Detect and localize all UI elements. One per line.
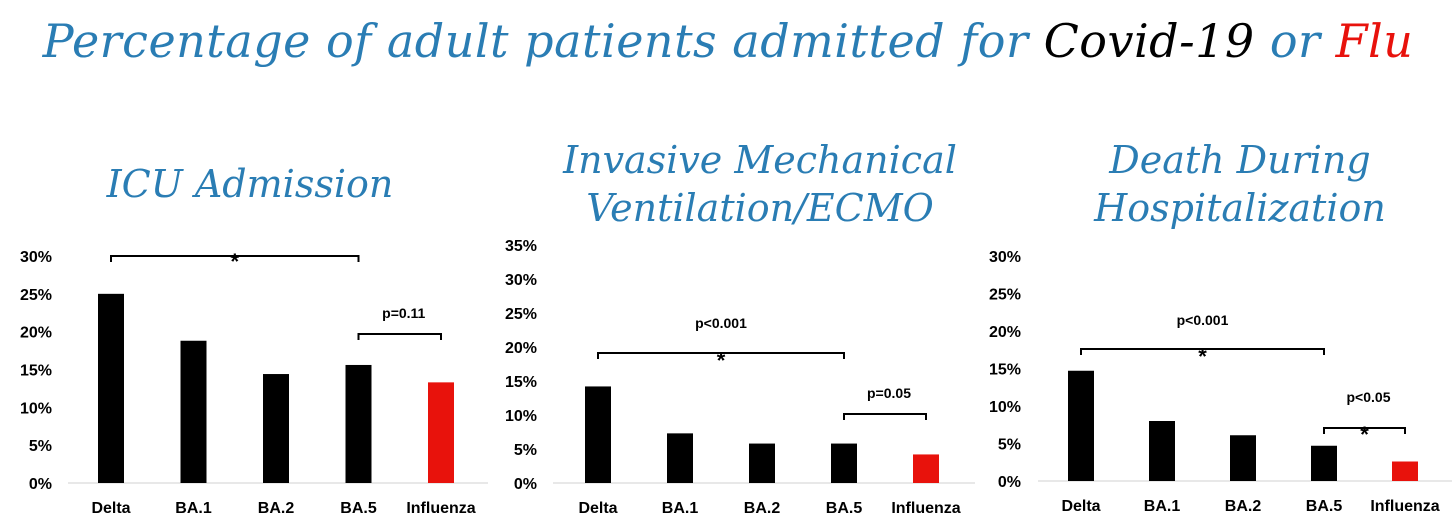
bar	[831, 443, 857, 483]
p-value-label: p<0.001	[1177, 312, 1229, 328]
category-label: BA.1	[175, 500, 212, 517]
significance-bracket	[1323, 427, 1406, 434]
title-prefix: Percentage of adult patients admitted fo…	[42, 14, 1044, 68]
title-middle: or	[1254, 14, 1336, 68]
y-tick-label: 20%	[505, 340, 537, 357]
category-label: BA.1	[1144, 498, 1181, 515]
category-label: BA.2	[258, 500, 295, 517]
p-value-label: p=0.05	[867, 385, 911, 401]
bar	[263, 374, 289, 483]
y-tick-label: 35%	[505, 238, 537, 255]
y-tick-label: 25%	[989, 287, 1021, 304]
significance-star: *	[1198, 344, 1207, 369]
panel-title-death: Death During Hospitalization	[1060, 136, 1420, 232]
category-label: BA.2	[1225, 498, 1262, 515]
significance-star: *	[230, 249, 239, 274]
y-tick-label: 10%	[989, 399, 1021, 416]
bar	[667, 433, 693, 483]
y-tick-label: 15%	[989, 362, 1021, 379]
category-label: Delta	[1061, 498, 1100, 515]
category-label: Delta	[578, 500, 617, 517]
bar	[749, 443, 775, 483]
significance-bracket	[357, 333, 442, 340]
category-label: Influenza	[406, 500, 475, 517]
panel-title-ventilation-line1: Invasive Mechanical	[563, 138, 957, 182]
y-tick-label: 30%	[505, 272, 537, 289]
bar	[1149, 421, 1175, 481]
significance-bracket	[597, 352, 845, 359]
significance-bracket	[1080, 348, 1325, 355]
title-flu: Flu	[1335, 14, 1414, 68]
y-tick-label: 10%	[505, 408, 537, 425]
panel-title-death-line1: Death During	[1109, 138, 1371, 182]
y-tick-label: 5%	[514, 442, 537, 459]
y-tick-label: 25%	[505, 306, 537, 323]
significance-bracket	[843, 413, 927, 420]
y-tick-label: 30%	[989, 249, 1021, 266]
y-tick-label: 0%	[29, 476, 52, 493]
category-label: BA.1	[662, 500, 699, 517]
y-tick-label: 20%	[20, 325, 52, 342]
bar	[1311, 445, 1337, 481]
panel-title-icu: ICU Admission	[106, 162, 394, 206]
bar	[913, 454, 939, 483]
title-covid: Covid-19	[1043, 14, 1255, 68]
bar	[180, 340, 207, 483]
panel-title-ventilation: Invasive Mechanical Ventilation/ECMO	[560, 136, 960, 232]
bar	[98, 293, 124, 483]
bar	[585, 386, 611, 483]
y-tick-label: 0%	[514, 476, 537, 493]
y-tick-label: 15%	[20, 363, 52, 380]
bar	[1392, 461, 1418, 481]
y-tick-label: 25%	[20, 287, 52, 304]
category-label: BA.2	[744, 500, 781, 517]
category-label: Influenza	[1370, 498, 1439, 515]
significance-star: *	[1360, 422, 1369, 447]
significance-bracket	[110, 255, 360, 262]
category-label: BA.5	[826, 500, 863, 517]
bar	[428, 382, 454, 483]
bar	[1230, 435, 1256, 481]
p-value-label: p=0.11	[382, 305, 425, 321]
p-value-label: p<0.001	[695, 315, 747, 331]
significance-star: *	[717, 348, 726, 373]
p-value-label: p<0.05	[1347, 389, 1391, 405]
y-tick-label: 5%	[29, 438, 52, 455]
panel-title-death-line2: Hospitalization	[1094, 186, 1386, 230]
bar	[1068, 370, 1094, 481]
y-tick-label: 15%	[505, 374, 537, 391]
y-tick-label: 5%	[998, 437, 1021, 454]
category-label: BA.5	[340, 500, 377, 517]
y-tick-label: 30%	[20, 249, 52, 266]
category-label: BA.5	[1306, 498, 1343, 515]
category-label: Delta	[91, 500, 130, 517]
bar	[345, 364, 372, 483]
figure-title: Percentage of adult patients admitted fo…	[0, 14, 1456, 68]
y-tick-label: 20%	[989, 324, 1021, 341]
category-label: Influenza	[891, 500, 960, 517]
y-tick-label: 10%	[20, 400, 52, 417]
y-tick-label: 0%	[998, 474, 1021, 491]
panel-title-ventilation-line2: Ventilation/ECMO	[586, 186, 934, 230]
